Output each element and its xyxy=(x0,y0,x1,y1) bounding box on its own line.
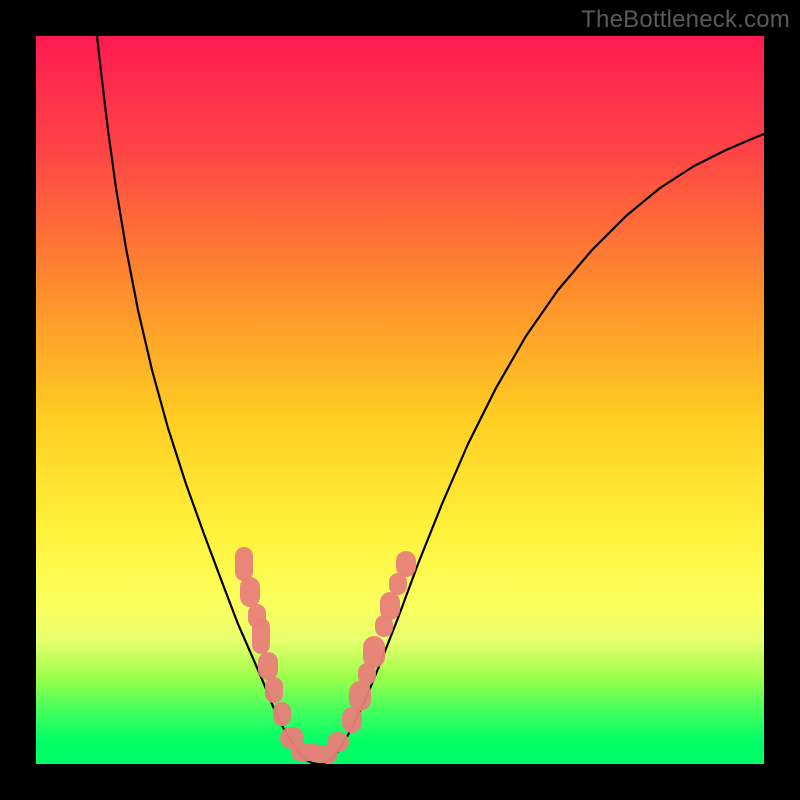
curve-marker xyxy=(258,652,278,680)
curve-marker xyxy=(327,732,349,752)
curve-marker xyxy=(349,681,371,711)
curve-marker xyxy=(380,592,400,620)
curve-marker xyxy=(235,547,253,581)
curve-marker xyxy=(273,702,291,726)
curve-marker xyxy=(240,577,260,607)
curve-marker xyxy=(265,677,283,703)
plot-area xyxy=(36,36,764,764)
bottleneck-curve xyxy=(97,36,764,764)
curve-marker xyxy=(363,636,385,668)
curve-marker xyxy=(252,618,270,654)
curve-marker xyxy=(396,551,416,577)
watermark-text: TheBottleneck.com xyxy=(581,6,790,34)
curve-overlay xyxy=(36,36,764,764)
chart-canvas: TheBottleneck.com xyxy=(0,0,800,800)
